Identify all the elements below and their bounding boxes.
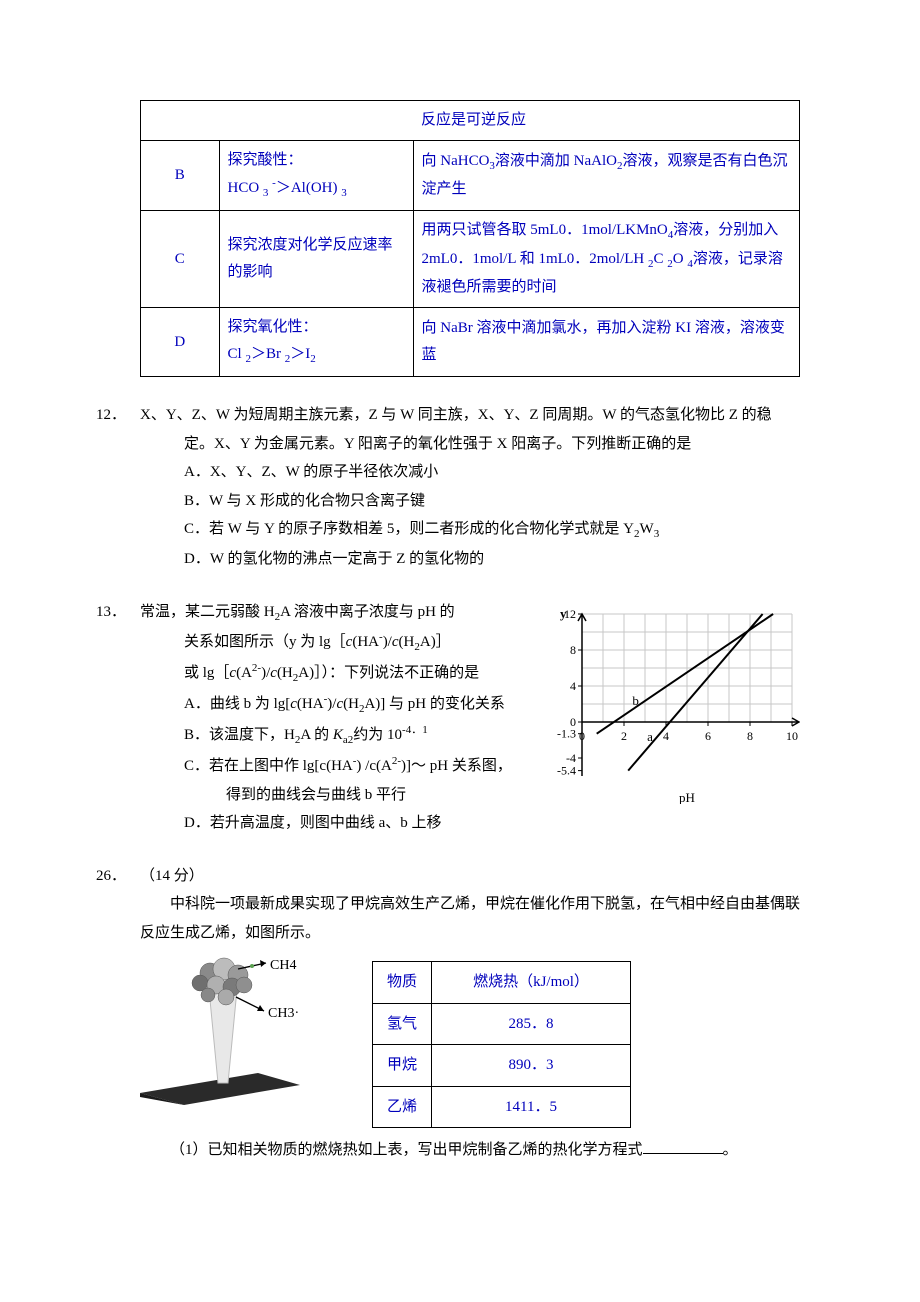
svg-text:CH3·: CH3· [268, 1006, 299, 1021]
svg-text:b: b [632, 692, 639, 707]
option-d: D．W 的氢化物的沸点一定高于 Z 的氢化物的 [140, 545, 800, 574]
svg-text:CH4: CH4 [270, 958, 296, 973]
col-header: 物质 [373, 962, 432, 1004]
cell: 1411．5 [432, 1086, 631, 1128]
svg-text:4: 4 [570, 679, 576, 693]
purpose-line2: HCO 3 -＞Al(OH) 3 [228, 180, 347, 196]
row-purpose: 探究酸性： HCO 3 -＞Al(OH) 3 [219, 141, 413, 211]
table-row: 反应是可逆反应 [141, 101, 800, 141]
q1-period: 。 [723, 1142, 738, 1158]
svg-text:-1.3: -1.3 [557, 726, 576, 740]
combustion-table: 物质 燃烧热（kJ/mol） 氢气 285．8 甲烷 890．3 乙烯 1411… [372, 961, 631, 1128]
cell: 甲烷 [373, 1045, 432, 1087]
line-chart-svg: 12840-1.3-4-5.40246810ypHab [538, 604, 800, 804]
row-label: C [141, 210, 220, 308]
table-row: B 探究酸性： HCO 3 -＞Al(OH) 3 向 NaHCO3溶液中滴加 N… [141, 141, 800, 211]
svg-text:10: 10 [786, 729, 798, 743]
q26-subquestion-1: （1）已知相关物质的燃烧热如上表，写出甲烷制备乙烯的热化学方程式 。 [140, 1136, 800, 1165]
svg-text:a: a [647, 728, 653, 743]
svg-text:y: y [560, 606, 567, 621]
row-operation: 反应是可逆反应 [413, 101, 800, 141]
row-operation: 用两只试管各取 5mL0．1mol/LKMnO4溶液，分别加入 2mL0．1mo… [413, 210, 800, 308]
row-purpose [219, 101, 413, 141]
option-a: A．X、Y、Z、W 的原子半径依次减小 [140, 458, 800, 487]
q26-figure: CH4 CH3· [140, 955, 320, 1105]
option-b: B．W 与 X 形成的化合物只含离子键 [140, 487, 800, 516]
cell: 890．3 [432, 1045, 631, 1087]
row-label: B [141, 141, 220, 211]
cell: 285．8 [432, 1003, 631, 1045]
svg-text:8: 8 [747, 729, 753, 743]
option-d: D．若升高温度，则图中曲线 a、b 上移 [140, 809, 538, 838]
svg-text:4: 4 [663, 729, 669, 743]
row-operation: 向 NaBr 溶液中滴加氯水，再加入淀粉 KI 溶液，溶液变蓝 [413, 308, 800, 377]
table-row: C 探究浓度对化学反应速率的影响 用两只试管各取 5mL0．1mol/LKMnO… [141, 210, 800, 308]
row-label: D [141, 308, 220, 377]
svg-text:0: 0 [579, 729, 585, 743]
svg-text:2: 2 [621, 729, 627, 743]
question-13: 13．常温，某二元弱酸 H2A 溶液中离子浓度与 pH 的 关系如图所示（y 为… [140, 598, 800, 838]
table-row: D 探究氧化性： Cl 2＞Br 2＞I2 向 NaBr 溶液中滴加氯水，再加入… [141, 308, 800, 377]
question-12: 12．X、Y、Z、W 为短周期主族元素，Z 与 W 同主族，X、Y、Z 同周期。… [140, 401, 800, 573]
q-points: （14 分） [140, 868, 204, 884]
cell: 氢气 [373, 1003, 432, 1045]
row-operation: 向 NaHCO3溶液中滴加 NaAlO2溶液，观察是否有白色沉淀产生 [413, 141, 800, 211]
option-c: C．若 W 与 Y 的原子序数相差 5，则二者形成的化合物化学式就是 Y2W3 [140, 515, 800, 545]
options-table: 反应是可逆反应 B 探究酸性： HCO 3 -＞Al(OH) 3 向 NaHCO… [140, 100, 800, 377]
q-stem-line: 常温，某二元弱酸 H2A 溶液中离子浓度与 pH 的 [140, 604, 455, 620]
purpose-line1: 探究氧化性： [228, 319, 318, 335]
option-a: A．曲线 b 为 lg[c(HA-)/c(H2A)] 与 pH 的变化关系 [140, 689, 538, 720]
reaction-figure-svg: CH4 CH3· [140, 955, 320, 1105]
svg-text:6: 6 [705, 729, 711, 743]
purpose-line2: Cl 2＞Br 2＞I2 [228, 346, 316, 362]
q1-text: （1）已知相关物质的燃烧热如上表，写出甲烷制备乙烯的热化学方程式 [170, 1142, 643, 1158]
q-stem: 中科院一项最新成果实现了甲烷高效生产乙烯，甲烷在催化作用下脱氢，在气相中经自由基… [140, 890, 800, 947]
table-header: 物质 燃烧热（kJ/mol） [373, 962, 631, 1004]
q-stem: X、Y、Z、W 为短周期主族元素，Z 与 W 同主族，X、Y、Z 同周期。W 的… [140, 407, 772, 452]
row-purpose: 探究氧化性： Cl 2＞Br 2＞I2 [219, 308, 413, 377]
option-c: C．若在上图中作 lg[c(HA-) /c(A2-)]～ pH 关系图， [140, 751, 538, 781]
svg-text:-5.4: -5.4 [557, 763, 576, 777]
table-row: 氢气 285．8 [373, 1003, 631, 1045]
svg-text:8: 8 [570, 643, 576, 657]
table-row: 乙烯 1411．5 [373, 1086, 631, 1128]
col-header: 燃烧热（kJ/mol） [432, 962, 631, 1004]
row-purpose: 探究浓度对化学反应速率的影响 [219, 210, 413, 308]
option-c-cont: 得到的曲线会与曲线 b 平行 [140, 781, 538, 810]
option-b: B．该温度下，H2A 的 Ka2约为 10-4．1 [140, 720, 538, 751]
svg-text:pH: pH [679, 790, 695, 804]
question-26: 26．（14 分） 中科院一项最新成果实现了甲烷高效生产乙烯，甲烷在催化作用下脱… [140, 862, 800, 1165]
q13-chart: 12840-1.3-4-5.40246810ypHab [538, 604, 800, 804]
table-row: 甲烷 890．3 [373, 1045, 631, 1087]
blank-fill[interactable] [643, 1138, 723, 1154]
purpose-line1: 探究酸性： [228, 152, 303, 168]
q-stem-line: 或 lg［c(A2-)/c(H2A)］）：下列说法不正确的是 [140, 658, 538, 689]
row-label [141, 101, 220, 141]
cell: 乙烯 [373, 1086, 432, 1128]
q-stem-line: 关系如图所示（y 为 lg［c(HA-)/c(H2A)］ [140, 627, 538, 658]
